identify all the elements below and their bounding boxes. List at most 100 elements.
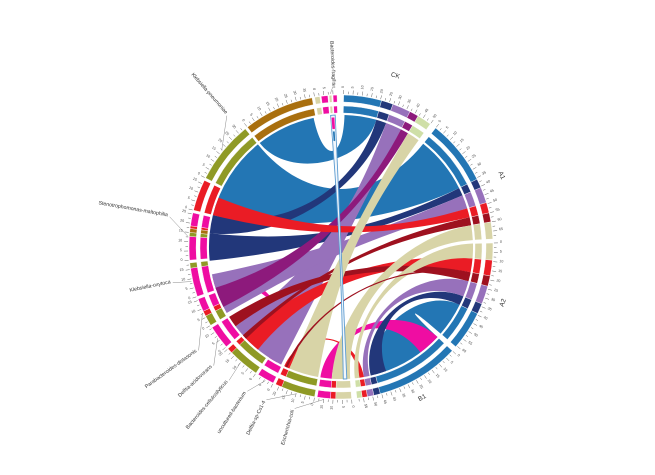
outer-ring-segment: [414, 115, 431, 130]
tick-label: 0: [310, 403, 314, 406]
tick-label: 10: [181, 277, 186, 282]
major-tick: [363, 398, 365, 403]
label-leader-line: [213, 338, 218, 366]
minor-tick: [209, 328, 212, 331]
major-tick: [285, 99, 288, 104]
species-label: uncultured-bacterium: [216, 391, 248, 435]
tick-label: 0: [180, 258, 182, 262]
tick-label: 5: [180, 248, 182, 252]
minor-tick: [486, 293, 490, 295]
minor-tick: [189, 283, 193, 285]
minor-tick: [439, 128, 442, 131]
major-tick: [487, 202, 492, 204]
tick-label: 5: [241, 371, 245, 375]
tick-label: 0: [197, 171, 201, 175]
tick-label: 0: [249, 377, 253, 381]
label-leader-line: [294, 399, 324, 409]
major-tick: [380, 95, 382, 100]
species-label: Escherichia-coli: [280, 409, 296, 446]
tick-label: 5: [500, 250, 502, 254]
outer-ring-segment: [335, 391, 352, 400]
inner-ring-segment: [474, 243, 483, 260]
tick-label: 30: [231, 124, 237, 130]
tick-label: 35: [487, 306, 492, 311]
outer-ring-segment: [320, 95, 329, 104]
tick-label: 0: [218, 349, 222, 353]
label-leader-line: [169, 216, 189, 237]
label-leader-line: [221, 115, 228, 151]
outer-ring-segment: [189, 261, 198, 269]
major-tick: [372, 396, 374, 401]
inner-ring-segment: [468, 205, 479, 218]
inner-ring-segment: [472, 258, 482, 275]
major-tick: [473, 323, 478, 326]
tick-label: 5: [185, 287, 188, 291]
inner-ring-segment: [208, 292, 220, 307]
minor-tick: [403, 386, 406, 389]
tick-label: 10: [331, 84, 335, 88]
major-tick: [198, 181, 202, 184]
species-label: Klebsiella-oxytoca: [129, 279, 171, 294]
major-tick: [490, 279, 495, 282]
inner-ring-segment: [253, 108, 316, 142]
chord-ribbon: [235, 123, 401, 365]
major-tick: [294, 96, 297, 101]
chord-ribbon: [259, 115, 377, 164]
tick-label: 0: [438, 119, 442, 123]
major-tick: [285, 390, 288, 395]
species-label: Klebsiella-pneumoniae: [190, 72, 229, 116]
tick-label: 10: [499, 259, 503, 263]
minor-tick: [220, 343, 223, 346]
major-tick: [228, 136, 233, 140]
major-tick: [230, 355, 234, 360]
minor-tick: [233, 134, 236, 137]
inner-ring-segment: [330, 380, 337, 389]
major-tick: [244, 123, 248, 127]
inner-ring-segment: [215, 137, 257, 187]
major-tick: [457, 346, 461, 350]
chord-ribbon: [289, 133, 419, 377]
minor-tick: [479, 180, 482, 182]
major-tick: [259, 112, 263, 116]
tick-label: 20: [274, 97, 279, 102]
thin-band-block: [331, 116, 336, 130]
minor-tick: [384, 98, 387, 101]
tick-label: 10: [290, 398, 295, 403]
thin-band-block: [332, 130, 336, 142]
major-tick: [462, 151, 466, 155]
minor-tick: [196, 304, 200, 307]
major-tick: [407, 384, 411, 389]
outer-ring-segment: [205, 128, 250, 182]
outer-ring-segment: [474, 187, 487, 205]
chord-ribbon: [215, 129, 408, 307]
minor-tick: [299, 96, 301, 100]
tick-label: 45: [478, 324, 483, 329]
major-tick: [490, 211, 495, 213]
tick-label: 60: [497, 217, 502, 222]
outer-ring-segment: [450, 310, 478, 347]
minor-tick: [281, 102, 284, 106]
chord-ribbon: [212, 197, 470, 233]
minor-tick: [375, 95, 377, 99]
outer-ring-segment: [482, 212, 492, 224]
minor-tick: [442, 360, 445, 364]
sample-label: A2: [499, 298, 508, 308]
chord-ribbon: [209, 119, 387, 234]
major-tick: [481, 306, 486, 309]
minor-tick: [483, 302, 487, 304]
tick-label: 20: [427, 379, 433, 385]
major-tick: [430, 119, 434, 124]
sample-label: B1: [417, 393, 428, 403]
minor-tick: [290, 391, 293, 395]
outer-ring-segment: [190, 212, 200, 228]
outer-ring-segment: [257, 368, 277, 384]
major-tick: [456, 143, 460, 147]
tick-label: 30: [398, 95, 403, 100]
tick-label: 30: [292, 90, 297, 95]
major-tick: [371, 93, 373, 98]
tick-label: 15: [225, 358, 231, 364]
tick-label: 15: [187, 300, 192, 305]
major-tick: [389, 98, 392, 102]
tick-label: 30: [476, 162, 481, 167]
chord-ribbon: [369, 291, 464, 376]
